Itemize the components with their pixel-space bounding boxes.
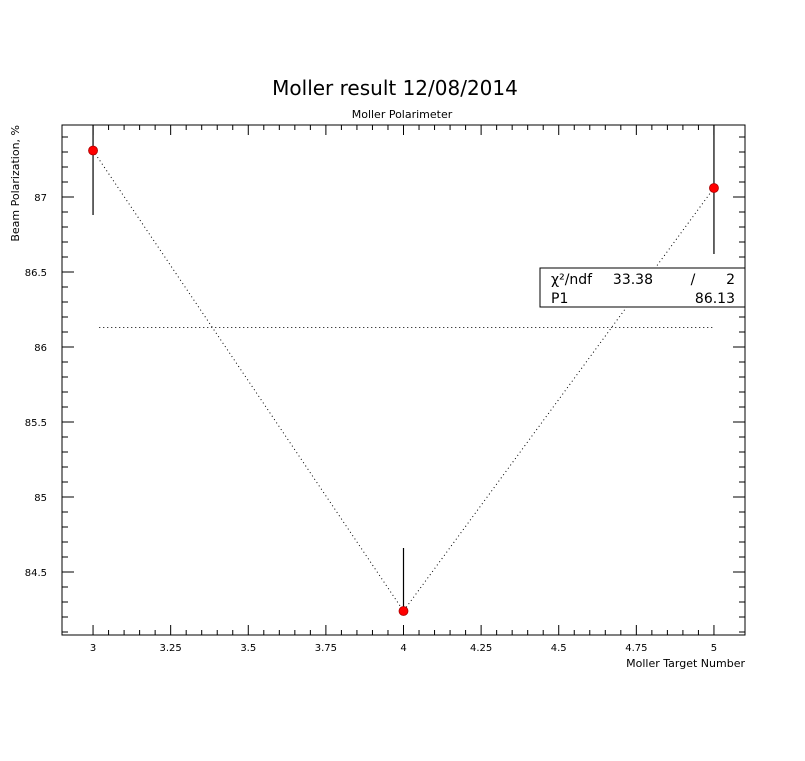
- stats-chi2-label: χ²/ndf: [551, 272, 593, 288]
- chart-subtitle: Moller Polarimeter: [352, 108, 453, 121]
- fit-stats-box: χ²/ndf 33.38 / 2 P1 86.13: [539, 267, 746, 308]
- x-tick-label: 3.5: [240, 643, 256, 654]
- x-tick-label: 4: [400, 643, 406, 654]
- x-tick-label: 5: [711, 643, 717, 654]
- y-axis-label: Beam Polarization, %: [9, 125, 22, 242]
- main-title: Moller result 12/08/2014: [272, 76, 518, 100]
- data-point: [88, 145, 98, 156]
- y-tick-label: 87: [34, 193, 47, 204]
- y-tick-label: 85.5: [25, 418, 47, 429]
- error-bars: [92, 125, 715, 611]
- x-tick-label: 3: [90, 643, 96, 654]
- data-point: [709, 183, 719, 193]
- y-tick-label: 84.5: [25, 568, 47, 579]
- stats-chi2-separator: /: [691, 272, 696, 288]
- stats-box-frame: [539, 267, 746, 308]
- y-tick-label: 86: [34, 343, 47, 354]
- stats-chi2-value: 33.38: [613, 272, 653, 288]
- data-point: [398, 606, 409, 616]
- x-tick-label: 4.25: [470, 643, 492, 654]
- stats-ndf-value: 2: [726, 272, 735, 288]
- x-tick-label: 3.25: [160, 643, 182, 654]
- y-axis: 84.5 85 85.5 86 86.5 87: [25, 136, 745, 633]
- x-tick-label: 4.75: [625, 643, 647, 654]
- x-axis-label: Moller Target Number: [626, 657, 745, 670]
- y-tick-label: 85: [34, 493, 47, 504]
- x-axis: 3 3.25 3.5 3.75 4 4.25 4.5 4.75 5: [90, 125, 717, 654]
- data-points: [88, 145, 719, 616]
- stats-p1-label: P1: [551, 291, 568, 307]
- series-connector: [92, 150, 715, 612]
- stats-p1-value: 86.13: [695, 291, 735, 307]
- x-tick-label: 3.75: [315, 643, 337, 654]
- x-tick-label: 4.5: [551, 643, 567, 654]
- y-tick-label: 86.5: [25, 268, 47, 279]
- series-connector-line: [92, 150, 715, 612]
